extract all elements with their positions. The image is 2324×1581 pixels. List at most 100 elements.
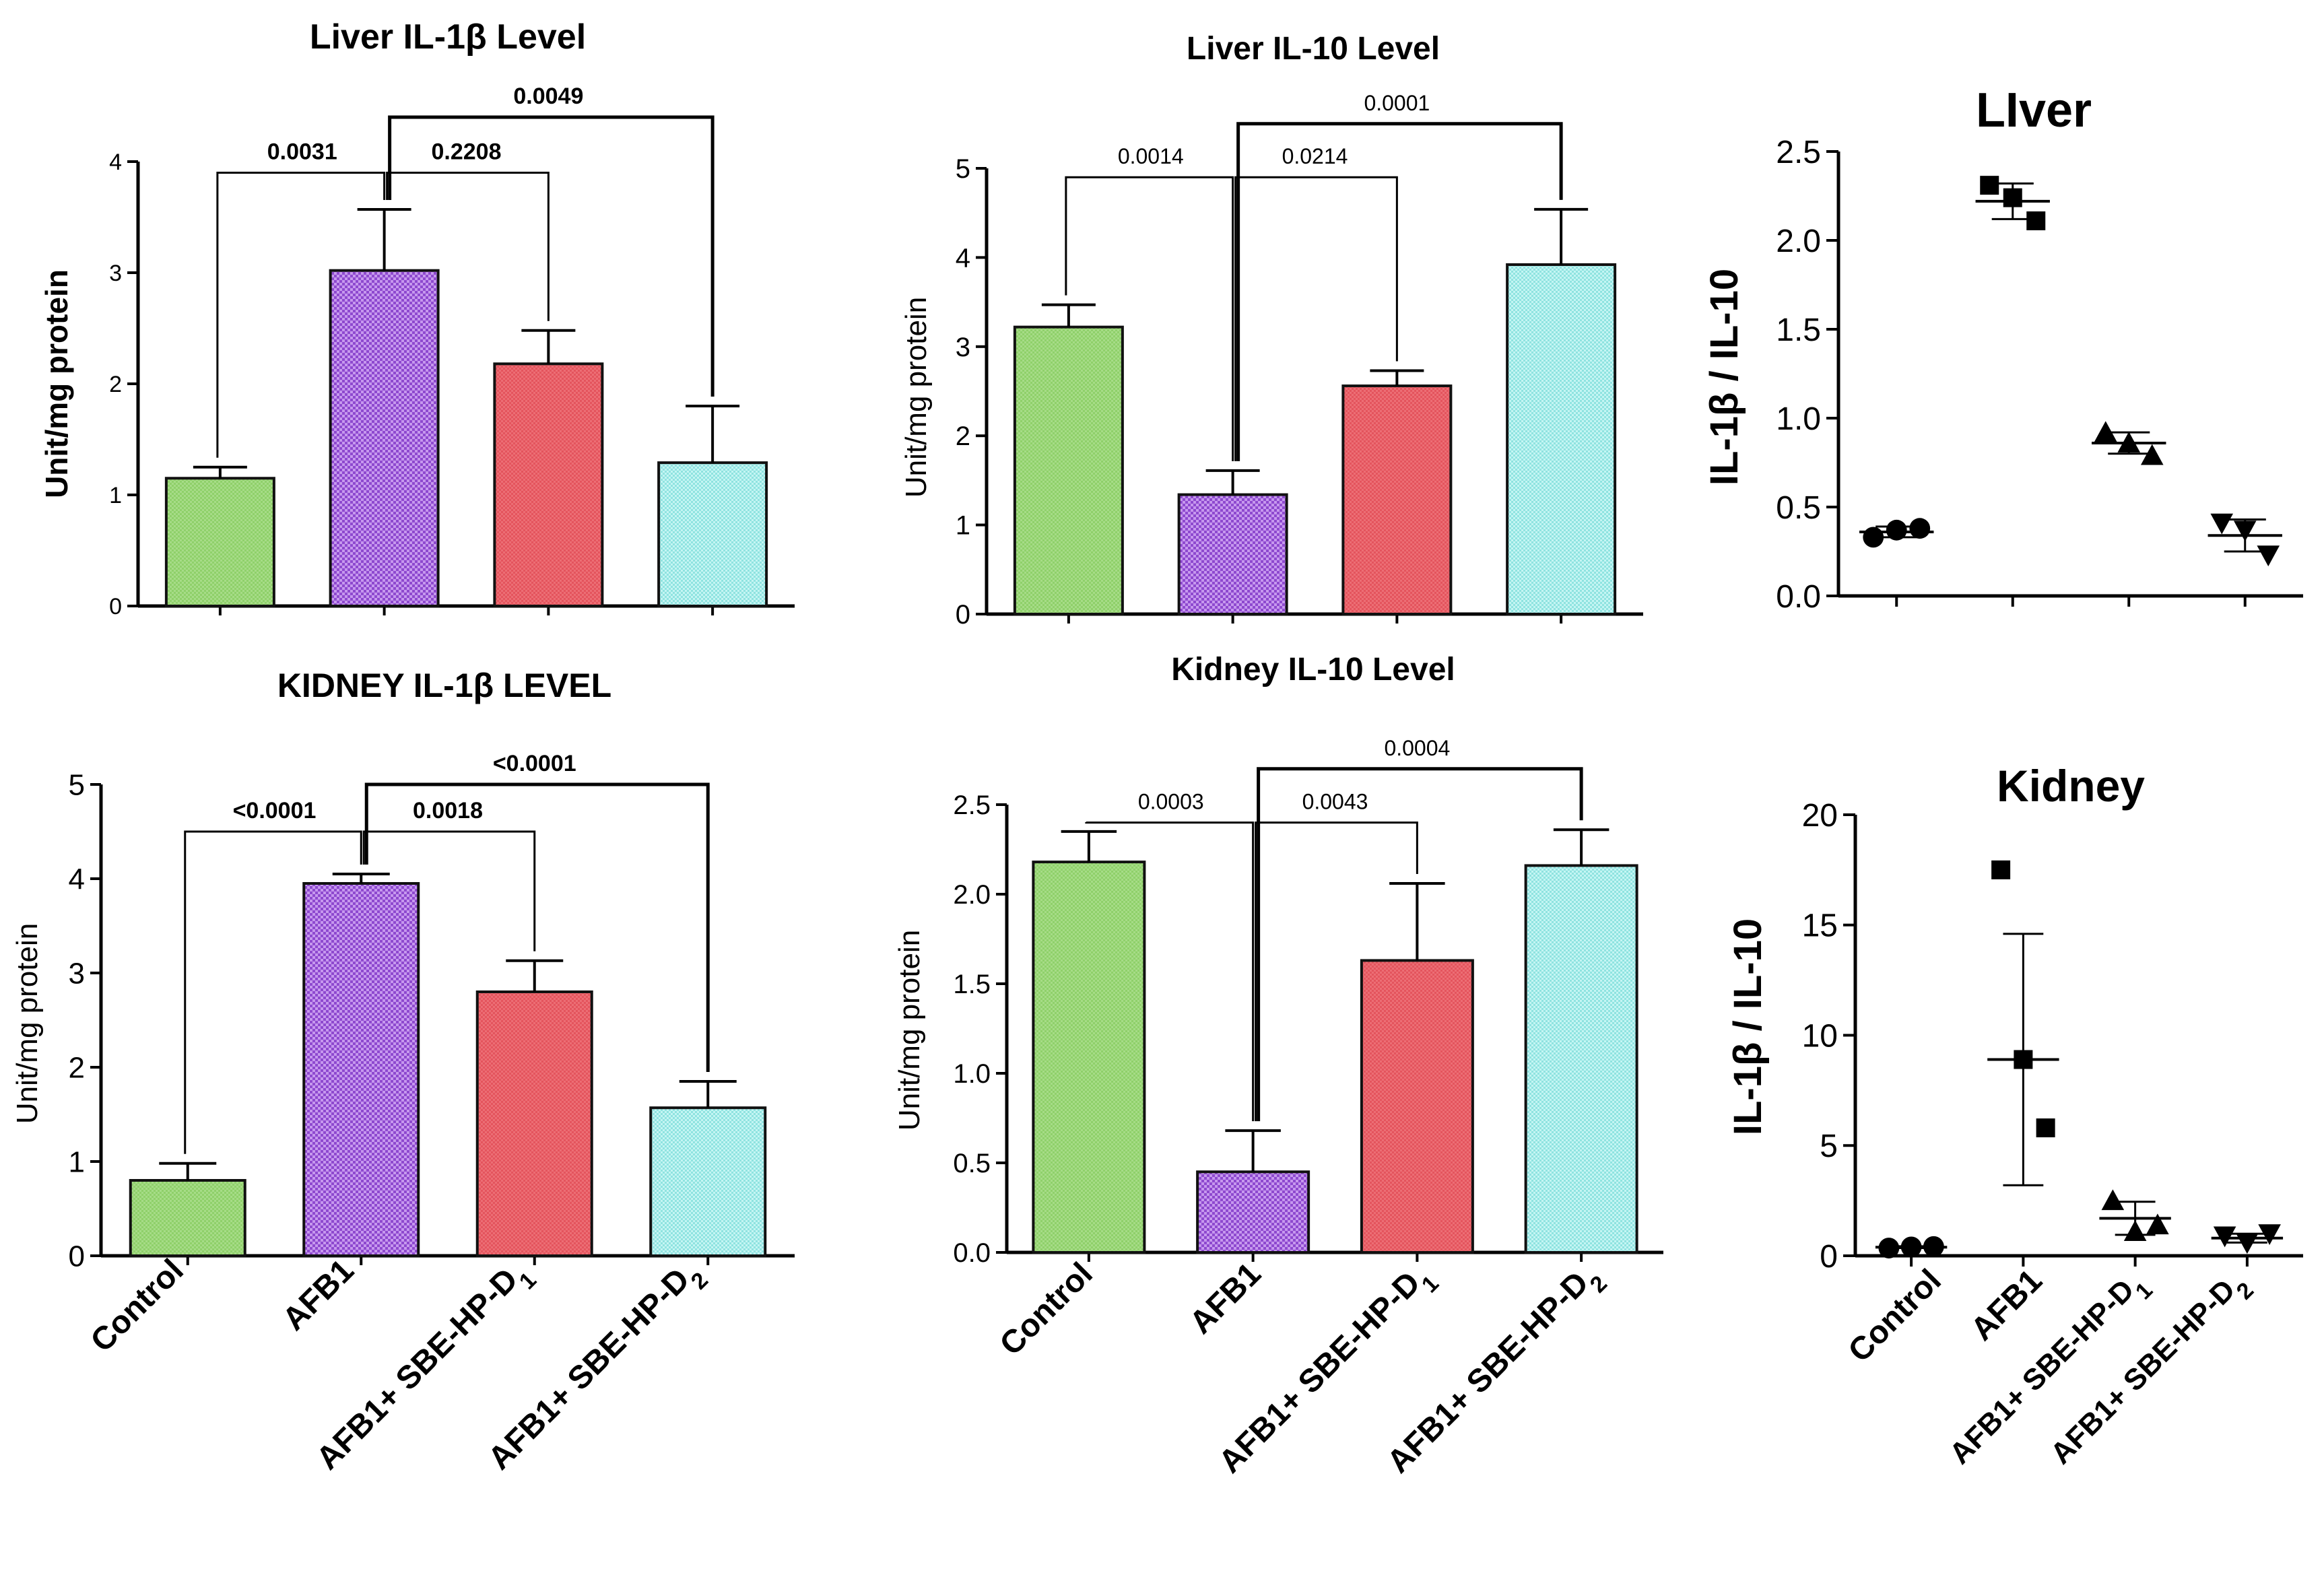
chart-liver-ratio: LIver IL-1β / IL-10 0.0 0.5 1.0 1.5 2.0 2.5 (1702, 83, 2303, 615)
data-point (1878, 1238, 1900, 1258)
y-tick-label: 5 (956, 154, 970, 184)
y-tick-label: 2.5 (953, 791, 991, 820)
y-tick-label: 1 (109, 483, 122, 508)
bar-0 (1013, 325, 1124, 615)
p-value-label: 0.0214 (1282, 144, 1348, 168)
data-point (1863, 527, 1884, 548)
p-value-label: 0.0014 (1118, 144, 1184, 168)
y-tick-label: 1.0 (1776, 401, 1821, 437)
y-tick-label: 1.0 (953, 1059, 991, 1089)
significance-bracket (362, 830, 536, 951)
bar-0 (164, 477, 275, 607)
significance-bracket (1255, 821, 1418, 1122)
chart-title: Kidney IL-10 Level (1171, 652, 1455, 687)
chart-kidney-ratio: Kidney IL-1β / IL-10 0 5 10 15 20 Control AF… (1726, 761, 2303, 1479)
data-point (1980, 176, 1999, 195)
data-point (2014, 1050, 2033, 1069)
chart-title: LIver (1976, 83, 2092, 137)
x-tick-label-afb1: AFB1 (1964, 1263, 2049, 1347)
x-axis-labels: Control AFB1 AFB1+ SBE-HP-D1 AFB1+ SBE-H… (993, 1256, 1612, 1487)
p-value-label: 0.2208 (432, 139, 502, 165)
bar-3 (1506, 263, 1617, 615)
bar-3 (649, 1106, 767, 1257)
data-point (1909, 518, 1931, 539)
y-tick-label: 15 (1802, 908, 1838, 944)
y-tick-label: 3 (956, 333, 970, 362)
plot-area: 0 1 2 3 4 5 <0.0001 0.0018 <0.0001 (69, 751, 795, 1273)
bar-2 (1341, 384, 1453, 616)
y-tick-label: 0.0 (1776, 579, 1821, 615)
bar-2 (475, 990, 593, 1257)
y-tick-label: 2.5 (1776, 135, 1821, 170)
data-point (2094, 421, 2117, 442)
y-axis-label: Unit/mg protein (893, 930, 926, 1131)
y-tick-label: 3 (109, 261, 122, 286)
x-tick-label-control: Control (1842, 1263, 1948, 1369)
data-point (1991, 860, 2011, 879)
x-axis-labels: Control AFB1 AFB1+ SBE-HP-D1 AFB1+ SBE-H… (84, 1252, 713, 1484)
y-axis-label: IL-1β / IL-10 (1702, 269, 1746, 485)
data-point (2236, 1233, 2259, 1254)
y-axis-label: Unit/mg protein (39, 269, 74, 498)
significance-bracket (386, 172, 550, 321)
y-tick-label: 4 (956, 243, 970, 273)
data-point (2026, 211, 2046, 230)
y-axis-label: IL-1β / IL-10 (1726, 918, 1770, 1135)
y-tick-label: 0 (1820, 1239, 1838, 1275)
p-value-label: 0.0018 (413, 798, 483, 823)
bar-0 (129, 1179, 246, 1257)
plot-area: 0 1 2 3 4 5 0.0014 0.0214 0.0001 (956, 91, 1643, 630)
y-tick-label: 10 (1802, 1018, 1838, 1054)
data-point (2003, 188, 2022, 207)
p-value-label: 0.0049 (513, 83, 583, 109)
data-point (1886, 519, 1907, 541)
bar-1 (302, 882, 420, 1257)
data-point (2101, 1189, 2125, 1211)
y-tick-label: 2.0 (953, 880, 991, 910)
significance-bracket (1257, 767, 1583, 1122)
y-tick-label: 5 (1820, 1129, 1838, 1164)
significance-bracket (1065, 176, 1234, 461)
y-tick-label: 0.0 (953, 1238, 991, 1268)
significance-bracket (364, 782, 710, 1072)
y-tick-label: 5 (69, 768, 85, 801)
y-tick-label: 2 (69, 1051, 85, 1084)
data-point (2117, 432, 2141, 452)
data-point (2257, 545, 2280, 567)
significance-bracket (1236, 122, 1563, 461)
chart-title: KIDNEY IL-1β LEVEL (277, 667, 611, 704)
x-tick-label-control: Control (84, 1252, 191, 1359)
y-tick-label: 1 (956, 511, 970, 541)
bar-1 (1177, 493, 1288, 615)
y-tick-label: 2 (956, 422, 970, 451)
p-value-label: 0.0043 (1302, 790, 1368, 814)
plot-area: 0.0 0.5 1.0 1.5 2.0 2.5 0.0003 0.0043 0.0004 (953, 736, 1663, 1268)
data-point (2140, 444, 2164, 465)
p-value-label: <0.0001 (233, 798, 317, 823)
significance-bracket (388, 115, 715, 397)
x-axis-labels: Control AFB1 AFB1+ SBE-HP-D1 AFB1+ SBE-H… (1842, 1263, 2259, 1479)
data-point (2123, 1220, 2147, 1241)
y-tick-label: 4 (69, 863, 85, 896)
data-point (2146, 1213, 2169, 1235)
significance-bracket (1234, 176, 1398, 461)
data-point (2213, 1226, 2236, 1248)
plot-area: 0.0 0.5 1.0 1.5 2.0 2.5 (1776, 135, 2303, 615)
chart-title: Liver IL-1β Level (310, 18, 586, 57)
chart-title: Liver IL-10 Level (1187, 31, 1440, 67)
bar-0 (1032, 861, 1146, 1254)
bar-2 (493, 362, 604, 607)
y-tick-label: 3 (69, 957, 85, 990)
p-value-label: 0.0003 (1138, 790, 1204, 814)
data-point (1900, 1236, 1922, 1258)
y-axis-label: Unit/mg protein (900, 297, 933, 498)
data-point (2036, 1118, 2055, 1138)
data-point (2210, 513, 2234, 535)
y-tick-label: 4 (109, 149, 122, 175)
bar-3 (657, 461, 768, 608)
data-point (1923, 1236, 1944, 1257)
y-axis-label: Unit/mg protein (11, 923, 44, 1124)
y-tick-label: 1 (69, 1145, 85, 1178)
